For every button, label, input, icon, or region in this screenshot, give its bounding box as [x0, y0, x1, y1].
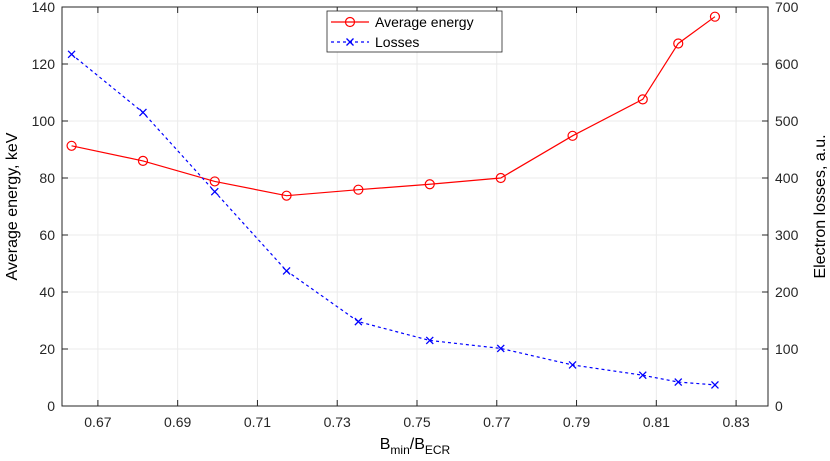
data-point-losses — [354, 317, 363, 326]
data-point-average-energy — [281, 190, 292, 201]
data-point-losses — [710, 380, 719, 389]
x-tick-label: 0.75 — [403, 414, 430, 430]
series-layer — [66, 11, 721, 389]
x-tick-label: 0.73 — [324, 414, 351, 430]
data-point-average-energy — [353, 184, 364, 195]
y-left-tick-label: 0 — [47, 398, 55, 414]
y-left-tick-label: 20 — [39, 341, 55, 357]
data-point-losses — [67, 50, 76, 59]
y-left-axis-title: Average energy, keV — [4, 132, 21, 280]
y-left-tick-label: 40 — [39, 284, 55, 300]
data-point-average-energy — [673, 38, 684, 49]
data-point-losses — [425, 336, 434, 345]
legend-losses-marker — [346, 38, 354, 46]
left-tick-labels: 0 20 40 60 80 100 120 140 — [32, 0, 56, 414]
y-right-tick-label: 200 — [775, 284, 799, 300]
data-point-average-energy — [637, 94, 648, 105]
legend: Average energy Losses — [326, 10, 503, 53]
x-title-b-min: B — [380, 436, 391, 453]
data-point-average-energy — [424, 179, 435, 190]
y-right-tick-label: 0 — [775, 398, 783, 414]
x-title-b-ecr: /B — [410, 436, 425, 453]
data-point-losses — [674, 378, 683, 387]
right-tick-labels: 0 100 200 300 400 500 600 700 — [775, 0, 799, 414]
x-title-sub-min: min — [390, 443, 409, 457]
y-right-tick-label: 300 — [775, 227, 799, 243]
series-line-average-energy — [71, 16, 716, 197]
x-tick-label: 0.83 — [722, 414, 749, 430]
data-point-average-energy — [495, 172, 506, 184]
x-tick-label: 0.71 — [244, 414, 271, 430]
y-right-tick-label: 400 — [775, 170, 799, 186]
data-point-losses — [282, 266, 291, 275]
data-point-losses — [139, 108, 147, 117]
x-tick-label: 0.79 — [563, 414, 590, 430]
y-left-tick-label: 120 — [32, 56, 56, 72]
data-point-losses — [568, 361, 577, 369]
series-line-losses — [71, 53, 715, 386]
x-title-sub-ecr: ECR — [425, 443, 451, 457]
data-point-losses — [210, 187, 219, 196]
legend-energy-marker — [344, 16, 356, 28]
data-point-average-energy — [209, 176, 220, 187]
x-tick-label: 0.69 — [164, 414, 191, 430]
y-left-tick-label: 140 — [32, 0, 56, 15]
x-tick-label: 0.81 — [643, 414, 670, 430]
data-point-average-energy — [709, 11, 721, 22]
x-tick-label: 0.67 — [84, 414, 111, 430]
x-tick-labels: 0.67 0.69 0.71 0.73 0.75 0.77 0.79 0.81 0.83 — [84, 414, 750, 430]
plot-area — [62, 7, 768, 406]
data-point-average-energy — [567, 130, 578, 141]
data-point-losses — [496, 344, 505, 353]
legend-box — [326, 10, 503, 53]
y-right-tick-label: 700 — [775, 0, 799, 15]
data-point-average-energy — [66, 140, 77, 151]
y-left-tick-label: 60 — [39, 227, 55, 243]
data-point-losses — [638, 371, 647, 380]
legend-losses-label: Losses — [375, 34, 419, 50]
y-right-tick-label: 500 — [775, 113, 799, 129]
legend-energy-label: Average energy — [375, 14, 474, 30]
y-left-tick-label: 80 — [39, 170, 55, 186]
x-axis-title: Bmin/BECR — [380, 436, 451, 457]
data-point-average-energy — [137, 155, 149, 166]
y-right-tick-label: 600 — [775, 56, 799, 72]
y-right-tick-label: 100 — [775, 341, 799, 357]
x-tick-label: 0.77 — [483, 414, 510, 430]
tick-marks — [62, 6, 768, 407]
plot-frame — [61, 6, 769, 407]
y-right-axis-title: Electron losses, a.u. — [812, 134, 829, 278]
y-left-tick-label: 100 — [32, 113, 56, 129]
